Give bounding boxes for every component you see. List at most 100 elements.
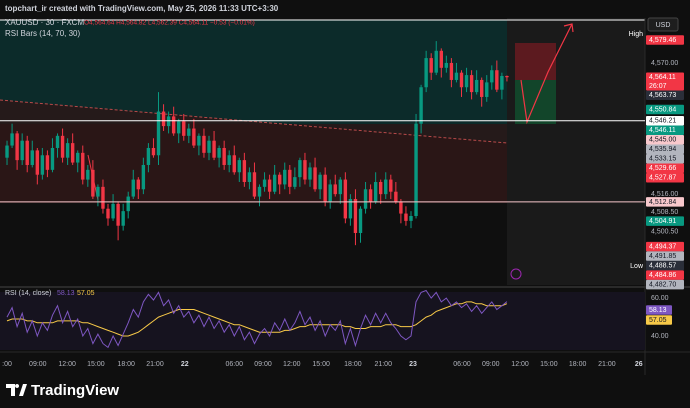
candle-body	[479, 79, 484, 97]
price-label: 4,546.11	[649, 127, 676, 134]
price-label: 4,533.15	[649, 156, 676, 163]
price-label: 4,550.84	[649, 106, 676, 113]
price-label-box	[646, 279, 684, 290]
candle-body	[378, 181, 383, 195]
candle-body	[76, 152, 80, 163]
indicator-title: RSI (14, close)	[5, 290, 51, 297]
candle-body	[394, 191, 398, 202]
candle-body	[449, 62, 454, 80]
price-label: 4,527.87	[649, 175, 676, 182]
candle-body	[500, 75, 504, 90]
currency-box[interactable]	[647, 17, 679, 32]
candle-body	[55, 135, 60, 148]
x-tick-label: 26	[635, 361, 643, 368]
price-label-box	[646, 172, 684, 183]
candle-body	[323, 174, 327, 202]
candle-body	[469, 75, 474, 93]
candle-body	[192, 128, 196, 146]
candle-body	[187, 128, 191, 136]
x-tick-label: 06:00	[225, 361, 243, 368]
x-tick-label: 21:00	[374, 361, 392, 368]
credit: topchart_ir created with TradingView.com…	[5, 4, 279, 13]
candle-body	[131, 179, 135, 197]
candle-body	[182, 121, 186, 136]
candle-body	[65, 143, 70, 158]
x-tick-label: 18:00	[569, 361, 587, 368]
candle-body	[358, 208, 363, 234]
rsi-band	[0, 292, 645, 350]
x-tick-label: 18:00	[344, 361, 362, 368]
y-tick-label: 60.00	[651, 295, 669, 302]
candle-body	[288, 169, 292, 187]
high-tag: High	[629, 31, 644, 38]
price-label: 4,491.85	[649, 253, 676, 260]
candle-body	[106, 208, 110, 219]
price-label-box	[646, 125, 684, 135]
axis-value-box	[646, 315, 672, 325]
candle-body	[424, 58, 428, 88]
x-tick-label: 15:00	[87, 361, 105, 368]
candle-body	[237, 160, 242, 173]
price-label: 4,563.73	[649, 92, 676, 99]
candle-body	[389, 179, 393, 192]
x-tick-label: 09:00	[29, 361, 47, 368]
legend-value: 58.13	[57, 290, 75, 297]
price-label-box	[646, 216, 684, 226]
candle-body	[343, 179, 348, 219]
x-tick-label: 09:00	[254, 361, 272, 368]
price-label-box	[646, 163, 684, 173]
candle-body	[136, 179, 141, 190]
legend-value: 57.05	[77, 290, 95, 297]
candle-body	[495, 70, 499, 90]
candle-body	[10, 133, 14, 146]
candle-body	[464, 75, 469, 88]
price-label-box	[646, 134, 684, 145]
candle-body	[81, 152, 85, 180]
x-tick-label: 22	[181, 361, 189, 368]
price-label-box	[646, 115, 684, 126]
logo-icon	[6, 384, 27, 396]
candle-body	[121, 211, 125, 226]
candle-body	[267, 179, 272, 192]
axis-value: 57.05	[649, 317, 667, 324]
candle-body	[15, 133, 19, 161]
candle-body	[353, 198, 358, 234]
price-label: 4,484.86	[649, 272, 676, 279]
candle-body	[146, 147, 151, 165]
price-label-box	[646, 90, 684, 101]
y-tick-label: 4,516.00	[651, 191, 678, 198]
candle-body	[328, 184, 332, 202]
candle-body	[242, 160, 247, 182]
y-tick-label: 4,508.50	[651, 209, 678, 216]
candle-body	[278, 174, 282, 185]
candle-body	[247, 172, 252, 182]
candle-body	[252, 172, 257, 197]
stop-zone	[515, 43, 556, 80]
candle-body	[70, 143, 75, 163]
candle-body	[141, 164, 146, 190]
zone-red	[0, 100, 507, 203]
x-tick-label: 09:00	[482, 361, 500, 368]
price-label: 4,579.46	[649, 37, 676, 44]
candle-body	[60, 135, 65, 158]
price-label: 4,512.84	[649, 199, 676, 206]
candle-body	[20, 140, 24, 161]
candle-body	[171, 116, 176, 134]
price-label-box	[646, 153, 684, 164]
candle-body	[161, 111, 166, 127]
x-tick-label: 12:00	[511, 361, 529, 368]
candle-body	[308, 167, 312, 180]
candle-body	[399, 201, 403, 214]
candle-body	[434, 50, 438, 73]
price-label-box	[646, 251, 684, 261]
candle-body	[227, 155, 231, 165]
candle-body	[338, 179, 343, 195]
candle-body	[30, 150, 34, 165]
x-tick-label: 21:00	[146, 361, 164, 368]
price-label: 4,482.70	[649, 282, 676, 289]
price-label: 4,535.94	[649, 146, 676, 153]
candle-body	[116, 203, 120, 226]
price-label-box	[646, 241, 684, 252]
brand: TradingView	[31, 382, 119, 399]
